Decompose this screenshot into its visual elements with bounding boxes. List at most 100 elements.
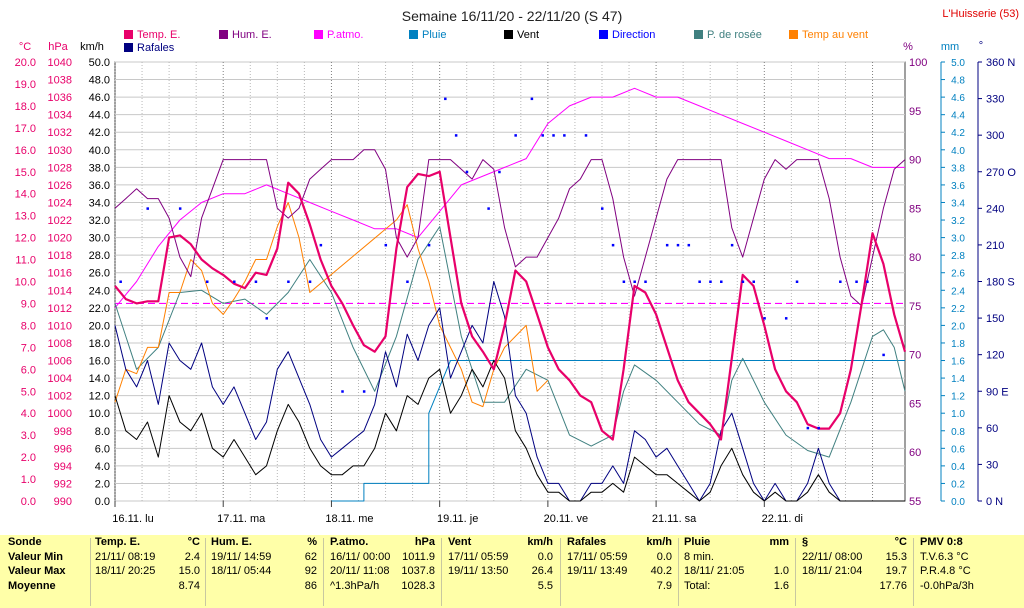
day-label: 16.11. lu — [112, 513, 153, 525]
legend-swatch — [124, 30, 133, 39]
pressure-tick: 1012 — [48, 303, 72, 315]
stats-temp-min-date: 21/11/ 08:19 — [95, 550, 156, 563]
stats-pmv-tv: T.V.6.3 °C — [920, 550, 969, 563]
pressure-tick: 1028 — [48, 162, 72, 174]
stats-row-min: Valeur Min — [8, 550, 64, 563]
pressure-tick: 1020 — [48, 233, 72, 245]
stats-hum-title: Hum. E. — [211, 536, 252, 548]
direction-point — [730, 243, 734, 247]
humidity-tick: 90 — [909, 155, 921, 167]
wind-tick: 42.0 — [89, 127, 110, 139]
pressure-tick: 1018 — [48, 250, 72, 262]
stats-press-title: P.atmo. — [330, 536, 369, 548]
rain-tick: 4.4 — [951, 111, 965, 122]
chart-legend: Temp. E. Hum. E. P.atmo. Pluie Vent Direction… — [124, 29, 868, 54]
stats-rafales-avg: 7.9 — [656, 579, 672, 592]
stats-temp-min: 2.4 — [184, 550, 200, 563]
stats-press: P.atmo. hPa 16/11/ 00:00 1011.9 20/11/ 11:… — [330, 535, 435, 608]
wind-tick: 50.0 — [89, 57, 110, 69]
stats-rafales: Rafales km/h 17/11/ 05:59 0.0 19/11/ 13:49… — [567, 535, 672, 608]
direction-tick: 270 O — [986, 167, 1016, 179]
pressure-tick: 990 — [54, 496, 72, 508]
stats-hum-min: 62 — [304, 550, 317, 563]
series-line-hum-e- — [114, 149, 906, 307]
wind-tick: 8.0 — [95, 426, 110, 438]
rain-tick: 2.4 — [951, 286, 965, 297]
stats-hum: Hum. E.% 19/11/ 14:59 62 18/11/ 05:44 92 8… — [211, 535, 317, 608]
wind-tick: 30.0 — [89, 233, 110, 245]
direction-point — [709, 280, 712, 283]
weather-chart: Semaine 16/11/20 - 22/11/20 (S 47) L'Hui… — [15, 8, 1019, 525]
temp-tick: 13.0 — [15, 211, 36, 223]
pressure-tick: 1030 — [48, 145, 72, 157]
direction-point — [584, 134, 588, 137]
direction-tick: 90 E — [986, 386, 1009, 398]
direction-tick: 120 — [986, 350, 1004, 362]
direction-point — [178, 207, 182, 210]
stats-press-trend: ^1.3hPa/h — [330, 579, 380, 592]
stats-para-unit: °C — [894, 536, 907, 548]
direction-point — [882, 353, 885, 357]
legend-label: Temp. E. — [137, 29, 180, 41]
humidity-tick: 85 — [909, 203, 921, 215]
stats-divider — [441, 538, 442, 606]
temp-tick: 5.0 — [21, 386, 36, 398]
temp-tick: 3.0 — [21, 430, 36, 442]
direction-point — [633, 280, 636, 283]
stats-para-title: § — [802, 536, 809, 548]
direction-tick: 0 N — [986, 496, 1003, 508]
rain-tick: 5.0 — [951, 58, 965, 69]
stats-divider — [90, 538, 91, 606]
rain-tick: 2.0 — [951, 321, 965, 332]
direction-point — [465, 170, 469, 174]
direction-point — [817, 426, 820, 430]
direction-point — [384, 243, 388, 247]
temp-tick: 8.0 — [21, 320, 36, 332]
legend-label: Rafales — [137, 42, 175, 54]
direction-tick: 60 — [986, 423, 998, 435]
direction-point — [784, 317, 788, 320]
humidity-tick: 95 — [909, 106, 921, 118]
direction-tick: 360 N — [986, 57, 1015, 69]
stats-rafales-min: 0.0 — [656, 550, 672, 563]
temp-tick: 6.0 — [21, 364, 36, 376]
pressure-tick: 1038 — [48, 75, 72, 87]
temp-tick: 18.0 — [15, 101, 36, 113]
stats-divider — [913, 538, 914, 606]
stats-rafales-max-date: 19/11/ 13:49 — [567, 565, 628, 577]
stats-hum-max-date: 18/11/ 05:44 — [211, 565, 272, 577]
direction-point — [839, 280, 842, 283]
legend-swatch — [504, 30, 513, 39]
stats-press-avg: 1028.3 — [401, 579, 435, 592]
stats-temp-max-date: 18/11/ 20:25 — [95, 565, 156, 577]
pressure-tick: 1026 — [48, 180, 72, 192]
pressure-tick: 1006 — [48, 356, 72, 368]
direction-point — [866, 280, 869, 283]
direction-point — [741, 280, 745, 283]
wind-tick: 34.0 — [89, 197, 110, 209]
direction-point — [265, 317, 269, 320]
temp-unit: °C — [19, 41, 31, 53]
stats-row-max: Valeur Max — [8, 565, 66, 577]
direction-point — [698, 280, 701, 283]
rain-tick: 2.2 — [951, 304, 965, 315]
pressure-tick: 1022 — [48, 215, 72, 227]
direction-point — [530, 97, 534, 101]
direction-point — [687, 243, 691, 247]
wind-tick: 32.0 — [89, 215, 110, 227]
rain-tick: 0.8 — [951, 427, 965, 438]
legend-label: Vent — [517, 29, 539, 41]
stats-rafales-min-date: 17/11/ 05:59 — [567, 550, 628, 563]
rain-tick: 3.0 — [951, 234, 965, 245]
rain-tick: 2.8 — [951, 251, 965, 262]
stats-para-min: 15.3 — [885, 550, 907, 563]
direction-point — [665, 243, 669, 247]
pressure-tick: 1024 — [48, 197, 72, 209]
rain-tick: 1.4 — [951, 374, 965, 385]
legend-swatch — [314, 30, 323, 39]
direction-tick: 300 — [986, 130, 1004, 142]
stats-vent-title: Vent — [448, 536, 472, 548]
direction-point — [622, 280, 626, 283]
stats-press-unit: hPa — [414, 536, 435, 548]
pressure-tick: 1034 — [48, 110, 72, 122]
